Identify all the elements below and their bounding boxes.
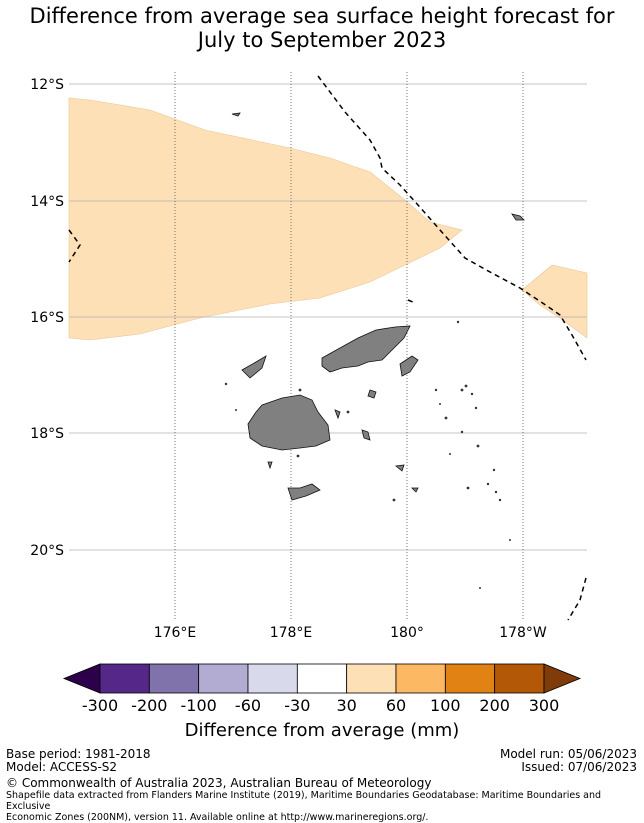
colorbar-segment: [296, 663, 348, 694]
anomaly-region-east: [521, 264, 588, 339]
colorbar-tick-label: -30: [284, 696, 310, 715]
copyright: © Commonwealth of Australia 2023, Austra…: [6, 776, 432, 790]
maritime-boundaries: [68, 75, 587, 621]
footer-right: Model run: 05/06/2023 Issued: 07/06/2023: [500, 748, 637, 774]
colorbar-segment: [247, 663, 298, 694]
colorbar-tick-label: 30: [336, 696, 356, 715]
chart-title: Difference from average sea surface heig…: [0, 4, 644, 52]
taveuni: [399, 355, 419, 377]
colorbar-tick-label: -100: [181, 696, 217, 715]
map-panel: 12°S 14°S 16°S 18°S 20°S 176°E 178°E 180…: [30, 72, 588, 641]
shapefile-line-2: Economic Zones (200NM), version 11. Avai…: [6, 812, 429, 823]
lat-labels: 12°S 14°S 16°S 18°S 20°S: [30, 77, 64, 559]
colorbar-tick-label: 300: [529, 696, 560, 715]
title-line-1: Difference from average sea surface heig…: [29, 4, 615, 28]
map-area: 12°S 14°S 16°S 18°S 20°S 176°E 178°E 180…: [30, 72, 588, 641]
colorbar-label: Difference from average (mm): [184, 720, 460, 741]
lat-label-16s: 16°S: [30, 310, 64, 326]
colorbar-segment: [99, 663, 150, 694]
lon-labels: 176°E 178°E 180° 178°W: [154, 625, 547, 641]
lon-label-176e: 176°E: [154, 625, 197, 641]
colorbar-extend-high: [543, 663, 582, 694]
footer-left: Base period: 1981-2018 Model: ACCESS-S2: [6, 748, 151, 774]
issued-date: Issued: 07/06/2023: [521, 760, 637, 774]
colorbar-segment: [198, 663, 249, 694]
small-islets: [224, 320, 511, 589]
anomaly-region-west: [68, 97, 463, 341]
lat-label-12s: 12°S: [30, 77, 64, 93]
base-period: Base period: 1981-2018: [6, 747, 151, 761]
vanua-levu: [321, 325, 411, 373]
colorbar-tick-label: 60: [386, 696, 406, 715]
colorbar-ticks: -300 -200 -100 -60 -30 30 60 100 200 300: [82, 696, 559, 715]
model-run: Model run: 05/06/2023: [499, 747, 637, 761]
lon-gridlines: [174, 72, 524, 620]
colorbar-tick-label: 100: [430, 696, 461, 715]
colorbar-segment: [346, 663, 397, 694]
colorbar-segment: [148, 663, 200, 694]
colorbar-extend-low: [62, 663, 101, 694]
colorbar: -300 -200 -100 -60 -30 30 60 100 200 300: [62, 663, 582, 715]
title-line-2: July to September 2023: [197, 28, 447, 52]
colorbar-tick-label: -60: [235, 696, 261, 715]
lon-label-178e: 178°E: [270, 625, 313, 641]
viti-levu: [247, 394, 331, 451]
shapefile-credit: Shapefile data extracted from Flanders M…: [6, 790, 642, 823]
colorbar-tick-label: 200: [479, 696, 510, 715]
colorbar-segment: [444, 663, 496, 694]
lat-label-14s: 14°S: [30, 194, 64, 210]
lat-label-18s: 18°S: [30, 426, 64, 442]
lat-gridlines: [69, 83, 587, 551]
lon-label-178w: 178°W: [499, 625, 547, 641]
shapefile-line-1: Shapefile data extracted from Flanders M…: [6, 790, 602, 812]
colorbar-tick-label: -300: [82, 696, 118, 715]
colorbar-segment: [395, 663, 446, 694]
lon-label-180: 180°: [390, 625, 424, 641]
colorbar-segment: [494, 663, 545, 694]
model-name: Model: ACCESS-S2: [6, 760, 118, 774]
lat-label-20s: 20°S: [30, 543, 64, 559]
colorbar-tick-label: -200: [131, 696, 167, 715]
fiji-islands: [231, 112, 525, 501]
colorbar-segments: [62, 663, 582, 694]
